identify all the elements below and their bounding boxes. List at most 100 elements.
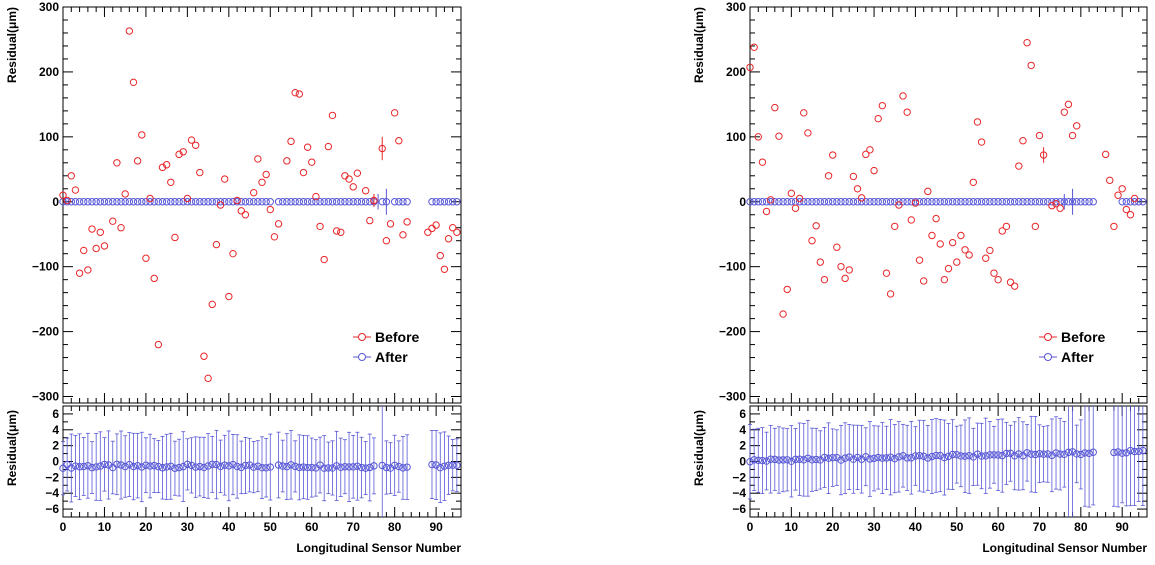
ratio-point (453, 461, 461, 469)
before-point (63, 196, 71, 205)
ratio-point (104, 461, 113, 469)
before-point (295, 90, 304, 98)
before-point (849, 172, 858, 181)
ratio-point (308, 463, 316, 472)
ratio-point (1044, 450, 1052, 458)
ratio-point (857, 455, 866, 463)
ratio-y-tick-label: 2 (739, 439, 746, 453)
before-point (100, 242, 109, 250)
before-point (1006, 278, 1015, 286)
after-point (167, 198, 175, 206)
after-point (1015, 198, 1023, 206)
after-point (1077, 198, 1085, 206)
before-point (440, 265, 449, 273)
before-point (973, 118, 982, 126)
before-point (1023, 39, 1031, 47)
ratio-point (428, 460, 436, 469)
after-point (808, 198, 816, 206)
before-point (328, 111, 337, 120)
ratio-point (100, 460, 109, 469)
after-point (196, 198, 204, 206)
after-point (915, 198, 924, 206)
ratio-point (71, 462, 80, 470)
before-point (312, 192, 320, 201)
after-point (1130, 198, 1139, 206)
ratio-point (266, 463, 274, 471)
after-point (229, 198, 237, 206)
after-point (940, 198, 949, 206)
ratio-point (791, 455, 800, 464)
main-y-tick-label: 100 (726, 130, 746, 144)
ratio-point (191, 463, 200, 471)
before-point (878, 101, 887, 110)
after-point (1052, 198, 1060, 206)
before-point (791, 204, 800, 212)
before-point (841, 274, 849, 283)
after-point (171, 198, 179, 206)
after-point (928, 198, 936, 206)
ratio-point (911, 452, 920, 460)
ratio-point (320, 464, 328, 472)
ratio-point (775, 456, 783, 464)
before-point (96, 228, 105, 236)
after-point (216, 198, 225, 206)
ratio-point (824, 454, 833, 462)
ratio-point (75, 463, 84, 471)
before-point (262, 170, 270, 179)
after-point (758, 198, 767, 206)
before-point (833, 243, 841, 251)
ratio-point (849, 455, 858, 463)
main-y-tick-label: −200 (32, 325, 59, 339)
after-point (746, 198, 754, 206)
ratio-point (903, 454, 911, 462)
before-point (308, 158, 316, 166)
ratio-point (982, 452, 990, 460)
x-tick-label: 90 (1116, 520, 1130, 534)
ratio-point (67, 464, 75, 472)
ratio-point (754, 456, 762, 465)
x-tick-label: 80 (388, 520, 402, 534)
ratio-y-tick-label: −2 (45, 470, 59, 484)
ratio-point (845, 453, 853, 461)
before-point (948, 238, 957, 247)
before-point (1106, 176, 1114, 185)
ratio-point (746, 458, 754, 466)
ratio-point (870, 454, 878, 463)
before-point (291, 88, 299, 97)
after-point (287, 198, 295, 206)
after-point (428, 198, 436, 206)
ratio-point (944, 452, 953, 461)
after-point (341, 198, 349, 206)
ratio-point (853, 453, 862, 462)
after-point (957, 198, 965, 206)
before-point (924, 187, 932, 196)
ratio-point (1048, 451, 1056, 460)
ratio-point (932, 451, 940, 460)
before-point (1064, 100, 1073, 109)
before-point (1015, 162, 1023, 170)
before-point (258, 178, 266, 186)
after-point (1006, 198, 1015, 206)
before-point (783, 285, 791, 294)
before-point (990, 269, 998, 277)
after-point (787, 198, 796, 206)
main-y-tick-label: −300 (719, 390, 746, 404)
before-point (766, 196, 775, 204)
before-point (158, 163, 167, 172)
before-point (1118, 185, 1126, 193)
after-point (158, 198, 167, 206)
ratio-point (812, 455, 820, 464)
before-point (341, 172, 349, 180)
after-point (117, 198, 125, 206)
before-point (303, 143, 312, 151)
after-point (845, 198, 853, 206)
ratio-point (1023, 449, 1031, 457)
ratio-point (324, 464, 333, 472)
before-point (816, 258, 825, 266)
after-point (366, 198, 374, 206)
after-point (345, 198, 353, 206)
before-point (390, 109, 399, 117)
before-point (125, 27, 134, 35)
before-point (986, 246, 994, 255)
x-tick-label: 10 (98, 520, 112, 534)
